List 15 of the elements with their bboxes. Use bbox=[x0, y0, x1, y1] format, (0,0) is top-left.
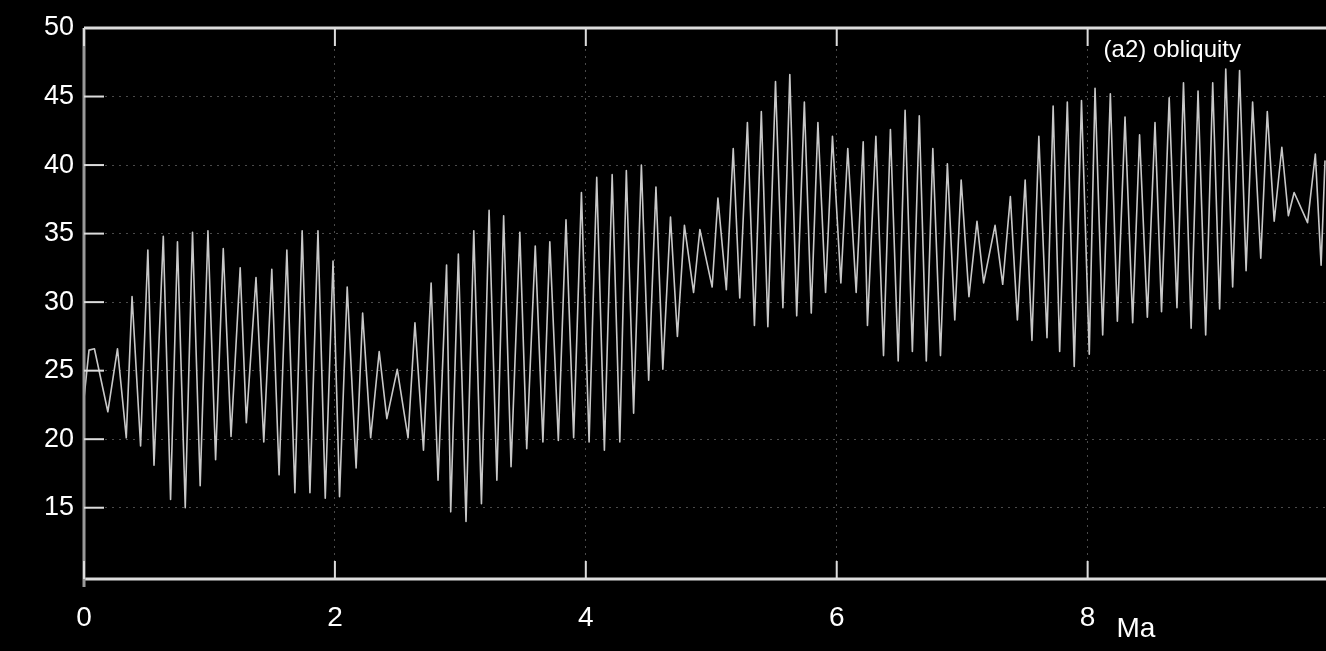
y-tick-label: 40 bbox=[43, 148, 74, 179]
x-tick-label: 4 bbox=[578, 600, 594, 632]
y-tick-label: 50 bbox=[43, 11, 74, 42]
x-tick-label: 2 bbox=[327, 600, 343, 632]
y-tick-label: 15 bbox=[43, 491, 74, 522]
y-tick-label: 25 bbox=[43, 354, 74, 385]
y-tick-label: 45 bbox=[43, 79, 74, 110]
x-tick-label: 0 bbox=[76, 600, 92, 632]
y-tick-label: 35 bbox=[43, 217, 74, 248]
y-tick-label: 30 bbox=[43, 285, 74, 316]
x-axis-title: Ma bbox=[1116, 611, 1156, 643]
x-tick-label: 8 bbox=[1079, 600, 1096, 632]
x-tick-label: 6 bbox=[828, 600, 845, 632]
y-tick-label: 20 bbox=[43, 422, 74, 453]
annotation: (a2) obliquity bbox=[1103, 34, 1241, 62]
